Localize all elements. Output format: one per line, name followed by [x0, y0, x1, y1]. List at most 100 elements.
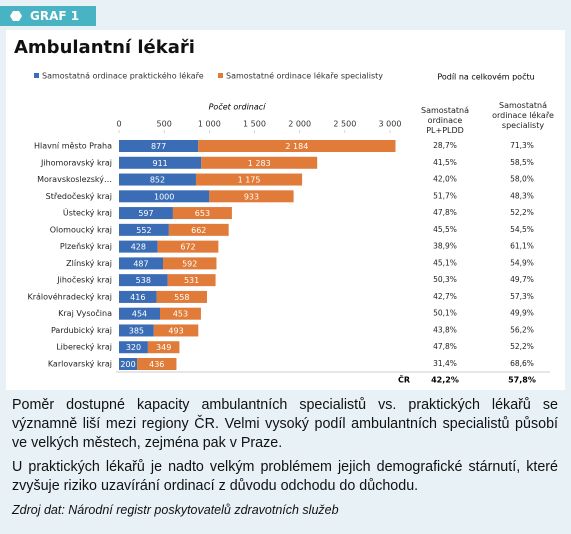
- bar-segment: [153, 324, 199, 337]
- x-tick-label: 500: [157, 120, 172, 129]
- bar-segment: [119, 207, 173, 220]
- source: Zdroj dat: Národní registr poskytovatelů…: [12, 503, 339, 517]
- value-label: 493: [168, 326, 183, 335]
- table-cell: 31,4%: [433, 359, 457, 368]
- category-label: Olomoucký kraj: [50, 225, 112, 234]
- value-label: 1 283: [248, 159, 271, 168]
- value-label: 487: [133, 259, 148, 268]
- table-cell: 45,5%: [433, 225, 457, 234]
- value-label: 416: [130, 293, 145, 302]
- table-cell: 57,3%: [510, 292, 534, 301]
- paragraph: Poměr dostupné kapacity ambulantních spe…: [12, 397, 558, 451]
- table-cell: 49,9%: [510, 309, 534, 318]
- bar-segment: [119, 140, 199, 152]
- value-label: 538: [136, 276, 151, 285]
- x-tick-label: 1 000: [198, 120, 221, 129]
- table-cell: 54,9%: [510, 258, 534, 267]
- value-label: 453: [173, 310, 188, 319]
- value-label: 2 184: [285, 142, 308, 151]
- table-cell: 47,8%: [433, 208, 457, 217]
- category-label: Královéhradecký kraj: [27, 291, 112, 301]
- category-label: Moravskoslezský…: [37, 175, 112, 184]
- value-label: 852: [150, 176, 165, 185]
- value-label: 877: [151, 142, 166, 151]
- bar-segment: [147, 341, 180, 354]
- x-tick-label: 3 000: [379, 120, 402, 129]
- value-label: 592: [182, 259, 197, 268]
- table-cell: 50,1%: [433, 309, 457, 318]
- category-label: Jihočeský kraj: [56, 275, 112, 285]
- value-label: 428: [131, 243, 146, 252]
- category-label: Zlínský kraj: [66, 259, 112, 268]
- value-label: 552: [136, 226, 151, 235]
- bar-segment: [119, 257, 163, 270]
- bar-segment: [162, 257, 217, 270]
- bar-segment: [119, 274, 168, 287]
- value-label: 385: [129, 326, 144, 335]
- category-label: Plzeňský kraj: [60, 241, 112, 251]
- bar-segment: [119, 358, 138, 370]
- table-cell: 48,3%: [510, 191, 534, 200]
- bar-segment: [119, 290, 157, 303]
- table-cell: 71,3%: [510, 141, 534, 150]
- category-label: Jihomoravský kraj: [40, 158, 112, 167]
- bar-segment: [209, 190, 294, 203]
- bar-segment: [119, 341, 148, 354]
- x-axis-label: Počet ordinací: [209, 102, 268, 112]
- table-cell: 50,3%: [433, 275, 457, 284]
- table-column-header: Samostatná ordinace PL+PLDD: [421, 106, 469, 135]
- category-label: Karlovarský kraj: [48, 360, 112, 369]
- legend-label: Samostatné ordinace lékaře specialisty: [226, 71, 383, 81]
- table-cell: 52,2%: [510, 208, 534, 217]
- category-label: Liberecký kraj: [56, 343, 112, 352]
- value-label: 672: [180, 243, 195, 252]
- bar-segment: [195, 173, 303, 186]
- category-label: Středočeský kraj: [46, 191, 112, 201]
- bar-segment: [167, 274, 216, 287]
- bar-segment: [172, 207, 232, 220]
- bar-segment: [160, 307, 201, 320]
- table-cell: 41,5%: [433, 158, 457, 167]
- bar-segment: [119, 324, 154, 337]
- table-cell: 54,5%: [510, 225, 534, 234]
- table-cell: 58,0%: [510, 175, 534, 184]
- table-column-header: Samostatná ordinace lékaře specialisty: [492, 101, 554, 130]
- chart-title: Ambulantní lékaři: [14, 37, 195, 58]
- value-label: 1000: [154, 192, 174, 201]
- table-cell: 68,6%: [510, 359, 534, 368]
- table-cell: 56,2%: [510, 325, 534, 334]
- value-label: 597: [138, 209, 153, 218]
- value-label: 320: [126, 343, 141, 352]
- bar-segment: [119, 223, 169, 236]
- value-label: 349: [156, 343, 171, 352]
- bar-segment: [156, 290, 207, 303]
- total-cell: 57,8%: [508, 376, 536, 385]
- total-label: ČR: [398, 374, 410, 385]
- bar-segment: [119, 307, 161, 320]
- table-cell: 61,1%: [510, 242, 534, 251]
- table-cell: 38,9%: [433, 242, 457, 251]
- value-label: 531: [184, 276, 199, 285]
- value-label: 436: [149, 360, 164, 369]
- x-tick-label: 2 500: [333, 120, 356, 129]
- x-tick-label: 2 000: [288, 120, 311, 129]
- category-label: Kraj Vysočina: [58, 308, 112, 318]
- bar-segment: [119, 190, 210, 203]
- category-label: Pardubický kraj: [51, 326, 112, 335]
- bar-segment: [137, 358, 177, 370]
- badge-text: GRAF 1: [30, 9, 79, 23]
- value-label: 1 175: [238, 176, 261, 185]
- value-label: 911: [153, 159, 168, 168]
- paragraph: U praktických lékařů je nadto velkým pro…: [12, 459, 558, 494]
- table-cell: 49,7%: [510, 275, 534, 284]
- total-cell: 42,2%: [431, 376, 459, 385]
- value-label: 454: [132, 310, 147, 319]
- x-tick-label: 1 500: [243, 120, 266, 129]
- table-cell: 52,2%: [510, 342, 534, 351]
- badge-bg: [0, 6, 96, 26]
- value-label: 933: [244, 192, 259, 201]
- table-cell: 58,5%: [510, 158, 534, 167]
- table-cell: 51,7%: [433, 191, 457, 200]
